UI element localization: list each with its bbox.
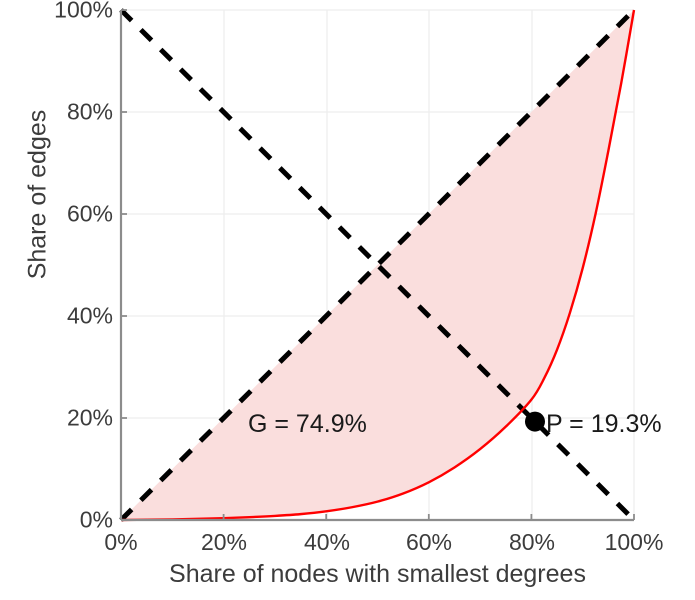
x-tick-label-40: 40% — [303, 529, 351, 555]
y-tick-label-60: 60% — [66, 200, 113, 227]
x-tick-label-80: 80% — [508, 529, 556, 555]
x-tick-label-0: 0% — [104, 529, 138, 555]
y-tick-label-80: 80% — [66, 98, 113, 125]
axis-lines — [119, 10, 634, 522]
y-tick-label-20: 20% — [66, 404, 113, 431]
reference-lines — [119, 8, 636, 522]
x-tick-label-100: 100% — [604, 529, 664, 555]
x-tick-label-20: 20% — [200, 529, 248, 555]
palma-point-marker — [524, 411, 545, 432]
y-tick-label-40: 40% — [66, 302, 113, 329]
axis-ticks — [120, 9, 635, 521]
gini-annotation: G = 74.9% — [248, 410, 367, 438]
palma-annotation: P = 19.3% — [546, 410, 662, 438]
y-tick-label-100: 100% — [54, 0, 113, 23]
anti-diagonal-line — [119, 8, 636, 522]
x-axis-label: Share of nodes with smallest degrees — [169, 560, 586, 588]
y-tick-label-0: 0% — [79, 506, 113, 533]
equality-line — [119, 8, 636, 522]
x-tick-label-60: 60% — [405, 529, 453, 555]
